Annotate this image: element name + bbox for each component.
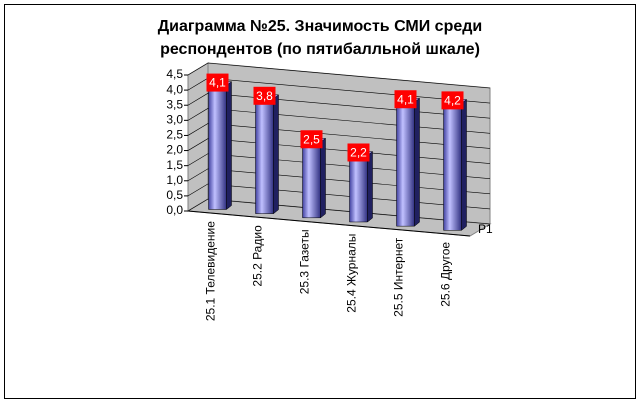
y-tick-label: 1,5 bbox=[166, 158, 183, 172]
value-label-box bbox=[253, 86, 276, 105]
bar-front bbox=[208, 85, 227, 210]
y-tick-label: 1,0 bbox=[166, 173, 183, 187]
x-tick-label: 25.5 Интернет bbox=[392, 237, 406, 317]
grid-line bbox=[187, 153, 491, 179]
y-tick-label: 0,5 bbox=[166, 188, 183, 202]
grid-line bbox=[187, 168, 491, 195]
x-tick-label: 25.1 Телевидение bbox=[204, 221, 218, 321]
bar-front bbox=[349, 155, 368, 223]
bar bbox=[395, 97, 421, 227]
value-label: 2,2 bbox=[350, 146, 367, 160]
grid-line bbox=[187, 183, 491, 210]
value-label: 4,1 bbox=[209, 76, 226, 90]
grid-line bbox=[187, 108, 491, 134]
y-tick-label: 0,0 bbox=[166, 203, 183, 217]
y-tick-label: 3,0 bbox=[166, 113, 183, 127]
bar bbox=[442, 98, 468, 231]
chart-title: Диаграмма №25. Значимость СМИ среди bbox=[158, 18, 483, 35]
y-tick-label: 4,0 bbox=[166, 82, 183, 96]
grid-line bbox=[187, 138, 491, 164]
value-label: 3,8 bbox=[256, 89, 273, 103]
bar-side bbox=[461, 98, 467, 231]
y-tick-label: 4,5 bbox=[166, 67, 183, 81]
bar-front bbox=[255, 98, 274, 214]
x-axis bbox=[187, 210, 471, 237]
depth-axis-label: P1 bbox=[478, 222, 493, 236]
side-wall bbox=[187, 62, 209, 212]
y-tick-label: 3,5 bbox=[166, 97, 183, 111]
bar-side bbox=[226, 81, 232, 211]
bar bbox=[254, 94, 280, 215]
bar bbox=[301, 137, 327, 219]
value-label-box bbox=[300, 130, 323, 149]
bar-front bbox=[302, 142, 321, 219]
y-tick-label: 2,0 bbox=[166, 143, 183, 157]
chart-title: респондентов (по пятибалльной шкале) bbox=[160, 41, 480, 58]
bar-side bbox=[320, 137, 326, 219]
bar-front bbox=[396, 101, 415, 227]
value-label-box bbox=[441, 91, 464, 110]
x-tick-label: 25.6 Другое bbox=[439, 242, 453, 307]
x-tick-label: 25.4 Журналы bbox=[345, 234, 359, 313]
grid-line bbox=[187, 198, 491, 225]
bar bbox=[348, 150, 374, 223]
y-tick-label: 2,5 bbox=[166, 128, 183, 142]
bar-side bbox=[273, 94, 279, 215]
x-tick-label: 25.3 Газеты bbox=[298, 229, 312, 294]
grid-line bbox=[187, 62, 491, 89]
value-label-box bbox=[206, 73, 229, 92]
value-label-box bbox=[347, 143, 370, 162]
x-tick-label: 25.2 Радио bbox=[251, 225, 265, 287]
grid-line bbox=[187, 92, 491, 119]
bar-side bbox=[414, 97, 420, 227]
bar-front bbox=[443, 103, 462, 231]
value-label: 2,5 bbox=[303, 132, 320, 146]
bar bbox=[207, 81, 233, 211]
value-label: 4,1 bbox=[397, 92, 414, 106]
grid-line bbox=[187, 123, 491, 149]
value-label-box bbox=[394, 90, 417, 109]
value-label: 4,2 bbox=[444, 94, 461, 108]
bar-side bbox=[367, 150, 373, 223]
